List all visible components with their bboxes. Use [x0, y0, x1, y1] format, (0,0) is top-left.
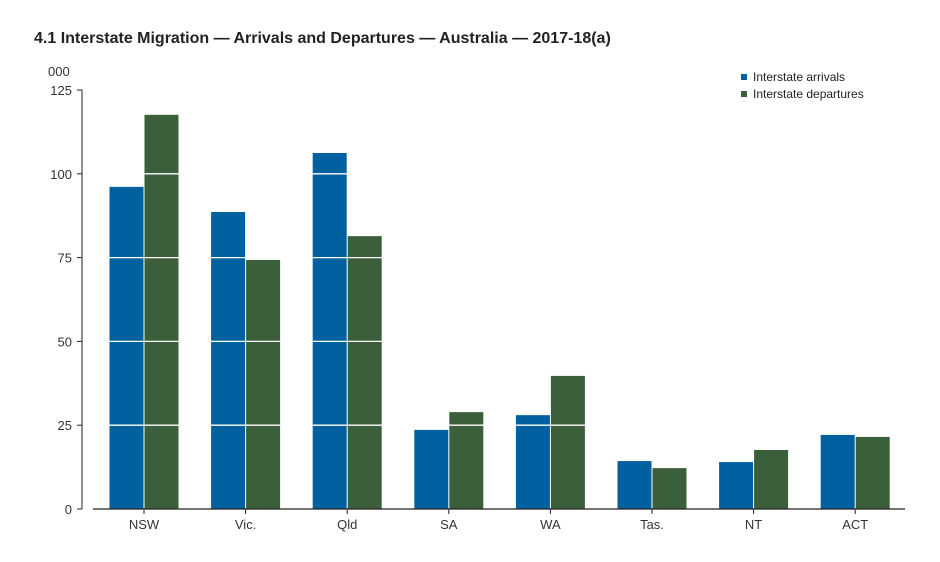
chart-title: 4.1 Interstate Migration — Arrivals and … — [34, 30, 611, 47]
bar-arrivals-act — [820, 434, 855, 509]
bar-arrivals-sa — [414, 429, 449, 509]
y-tick-label: 75 — [58, 251, 72, 266]
y-tick-label: 25 — [58, 418, 72, 433]
legend-swatch — [741, 91, 747, 97]
legend-label: Interstate arrivals — [753, 70, 845, 84]
bar-departures-sa — [449, 412, 484, 509]
x-tick-label: NSW — [129, 517, 160, 532]
y-tick-label: 100 — [50, 167, 72, 182]
bar-arrivals-qld — [312, 153, 347, 510]
bar-arrivals-nsw — [109, 186, 144, 509]
bar-arrivals-tas — [617, 461, 652, 509]
bar-arrivals-nt — [719, 462, 754, 509]
x-tick-label: Qld — [337, 517, 357, 532]
x-tick-label: SA — [440, 517, 458, 532]
y-tick-label: 50 — [58, 334, 72, 349]
x-tick-label: WA — [540, 517, 561, 532]
legend-swatch — [741, 74, 747, 80]
y-axis-unit: 000 — [48, 64, 70, 79]
bar-departures-nsw — [144, 114, 179, 509]
bar-arrivals-wa — [515, 415, 550, 509]
bar-departures-tas — [652, 468, 687, 509]
bar-departures-act — [855, 436, 890, 509]
bar-departures-qld — [347, 236, 382, 509]
legend-label: Interstate departures — [753, 87, 864, 101]
x-tick-label: Tas. — [640, 517, 664, 532]
x-tick-label: Vic. — [235, 517, 256, 532]
y-tick-label: 125 — [50, 83, 72, 98]
y-tick-label: 0 — [65, 502, 72, 517]
x-tick-label: ACT — [842, 517, 868, 532]
bar-departures-nt — [754, 450, 789, 509]
bar-departures-wa — [550, 375, 585, 509]
bar-arrivals-vic — [211, 212, 246, 509]
bar-departures-vic — [246, 259, 281, 509]
x-tick-label: NT — [745, 517, 762, 532]
